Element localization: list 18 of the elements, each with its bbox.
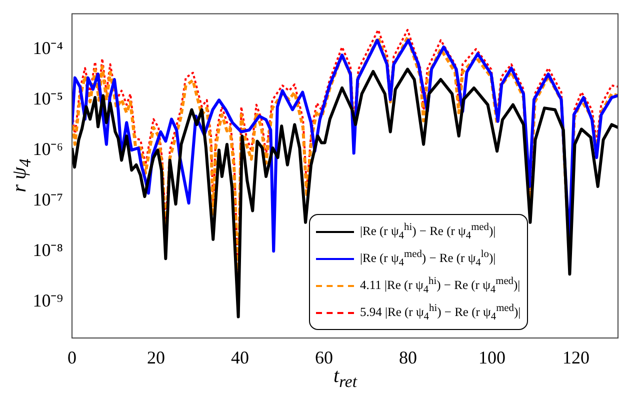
y-tick-label: 10⁻⁹ (32, 290, 63, 310)
legend-label: 5.94 |Re (r ψ$_{4}$$^{hi}$) − Re (r ψ$_{4}$$^{med}$)| (360, 302, 521, 322)
x-tick-label: 100 (478, 348, 506, 368)
legend-label: 4.11 |Re (r ψ$_{4}$$^{hi}$) − Re (r ψ$_{4}$$^{med}$)| (360, 276, 520, 296)
x-tick-label: 0 (68, 348, 76, 368)
y-tick-label: 10⁻⁷ (32, 189, 63, 210)
y-tick-label: 10⁻⁶ (32, 138, 63, 159)
legend-label: |Re (r ψ$_{4}$$^{med}$) − Re (r ψ$_{4}$$^{lo}$)| (360, 248, 496, 268)
x-axis-title: t$_{ret}$ (334, 365, 357, 392)
x-tick-label: 60 (315, 348, 333, 368)
legend-label: |Re (r ψ$_{4}$$^{hi}$) − Re (r ψ$_{4}$$^{med}$)| (360, 222, 496, 242)
y-tick-label: 10⁻⁴ (32, 38, 63, 58)
x-tick-label: 20 (147, 348, 165, 368)
x-tick-label: 120 (562, 348, 590, 368)
y-tick-label: 10⁻⁸ (32, 240, 63, 260)
x-tick-label: 80 (399, 348, 417, 368)
y-tick-label: 10⁻⁵ (32, 88, 63, 108)
x-tick-label: 40 (231, 348, 249, 368)
